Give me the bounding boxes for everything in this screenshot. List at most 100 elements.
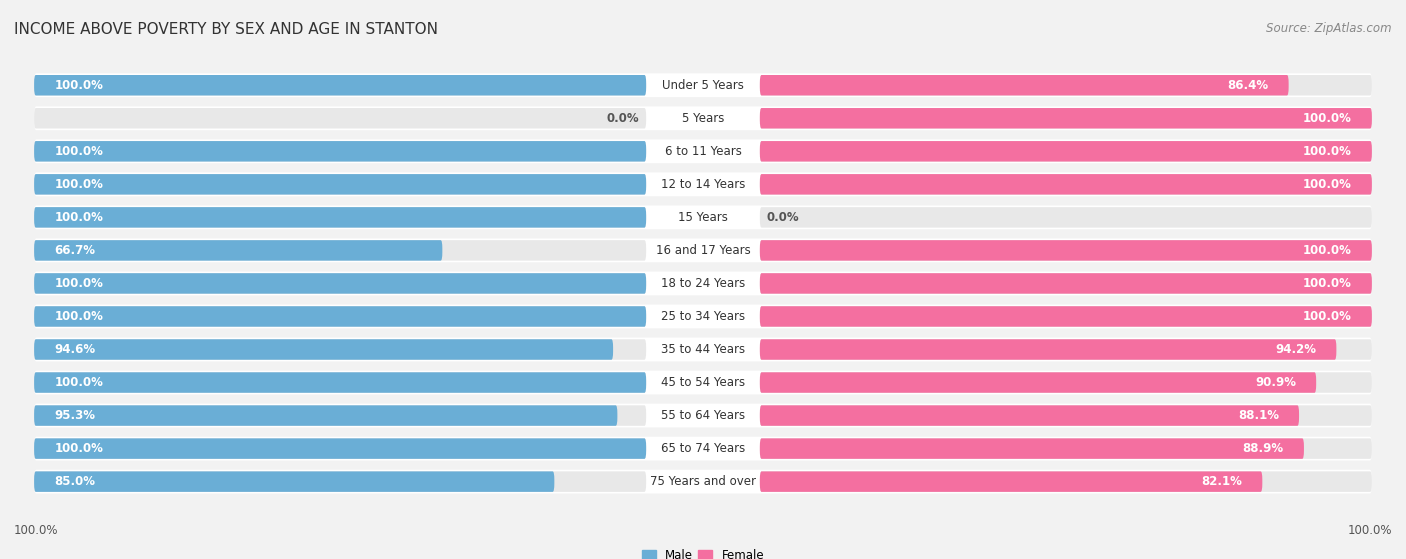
FancyBboxPatch shape [759, 306, 1372, 326]
Text: 66.7%: 66.7% [55, 244, 96, 257]
Text: 100.0%: 100.0% [1303, 277, 1351, 290]
FancyBboxPatch shape [759, 273, 1372, 293]
Text: 100.0%: 100.0% [1303, 178, 1351, 191]
Text: 12 to 14 Years: 12 to 14 Years [661, 178, 745, 191]
Text: 90.9%: 90.9% [1256, 376, 1296, 389]
Text: 86.4%: 86.4% [1227, 79, 1268, 92]
FancyBboxPatch shape [759, 141, 1372, 162]
Text: 18 to 24 Years: 18 to 24 Years [661, 277, 745, 290]
Text: 100.0%: 100.0% [1347, 524, 1392, 537]
FancyBboxPatch shape [759, 75, 1372, 96]
Text: 16 and 17 Years: 16 and 17 Years [655, 244, 751, 257]
FancyBboxPatch shape [759, 240, 1372, 260]
FancyBboxPatch shape [34, 272, 1372, 295]
Text: 100.0%: 100.0% [55, 145, 103, 158]
Text: 88.9%: 88.9% [1243, 442, 1284, 455]
Text: 100.0%: 100.0% [55, 79, 103, 92]
FancyBboxPatch shape [34, 174, 647, 195]
FancyBboxPatch shape [759, 471, 1263, 492]
FancyBboxPatch shape [759, 75, 1289, 96]
FancyBboxPatch shape [759, 372, 1372, 393]
Text: 100.0%: 100.0% [1303, 244, 1351, 257]
Text: 94.2%: 94.2% [1275, 343, 1316, 356]
Text: INCOME ABOVE POVERTY BY SEX AND AGE IN STANTON: INCOME ABOVE POVERTY BY SEX AND AGE IN S… [14, 22, 439, 37]
FancyBboxPatch shape [34, 306, 647, 326]
FancyBboxPatch shape [34, 207, 647, 228]
Text: 5 Years: 5 Years [682, 112, 724, 125]
Text: 65 to 74 Years: 65 to 74 Years [661, 442, 745, 455]
FancyBboxPatch shape [34, 207, 647, 228]
FancyBboxPatch shape [34, 437, 1372, 461]
Text: 55 to 64 Years: 55 to 64 Years [661, 409, 745, 422]
Text: 100.0%: 100.0% [1303, 310, 1351, 323]
FancyBboxPatch shape [34, 438, 647, 459]
Text: 15 Years: 15 Years [678, 211, 728, 224]
FancyBboxPatch shape [759, 372, 1316, 393]
FancyBboxPatch shape [34, 305, 1372, 328]
FancyBboxPatch shape [34, 73, 1372, 97]
FancyBboxPatch shape [34, 240, 443, 260]
FancyBboxPatch shape [34, 239, 1372, 262]
FancyBboxPatch shape [759, 141, 1372, 162]
FancyBboxPatch shape [759, 108, 1372, 129]
FancyBboxPatch shape [34, 338, 1372, 362]
FancyBboxPatch shape [759, 240, 1372, 260]
FancyBboxPatch shape [34, 141, 647, 162]
FancyBboxPatch shape [34, 405, 647, 426]
FancyBboxPatch shape [759, 438, 1372, 459]
FancyBboxPatch shape [34, 75, 647, 96]
Text: 0.0%: 0.0% [766, 211, 799, 224]
FancyBboxPatch shape [34, 405, 617, 426]
FancyBboxPatch shape [34, 75, 647, 96]
Text: 100.0%: 100.0% [55, 178, 103, 191]
Text: Under 5 Years: Under 5 Years [662, 79, 744, 92]
Text: 35 to 44 Years: 35 to 44 Years [661, 343, 745, 356]
Text: 100.0%: 100.0% [55, 376, 103, 389]
Text: 0.0%: 0.0% [607, 112, 640, 125]
FancyBboxPatch shape [34, 372, 647, 393]
FancyBboxPatch shape [34, 404, 1372, 428]
Text: 100.0%: 100.0% [14, 524, 59, 537]
FancyBboxPatch shape [759, 405, 1299, 426]
FancyBboxPatch shape [34, 471, 647, 492]
Text: 100.0%: 100.0% [1303, 145, 1351, 158]
FancyBboxPatch shape [759, 339, 1336, 360]
Text: 82.1%: 82.1% [1201, 475, 1243, 488]
Text: 75 Years and over: 75 Years and over [650, 475, 756, 488]
Text: 100.0%: 100.0% [55, 277, 103, 290]
Legend: Male, Female: Male, Female [637, 544, 769, 559]
FancyBboxPatch shape [34, 339, 647, 360]
FancyBboxPatch shape [34, 139, 1372, 163]
FancyBboxPatch shape [759, 405, 1372, 426]
Text: 100.0%: 100.0% [55, 310, 103, 323]
FancyBboxPatch shape [34, 306, 647, 326]
FancyBboxPatch shape [34, 273, 647, 293]
Text: Source: ZipAtlas.com: Source: ZipAtlas.com [1267, 22, 1392, 35]
FancyBboxPatch shape [759, 471, 1372, 492]
FancyBboxPatch shape [759, 174, 1372, 195]
FancyBboxPatch shape [34, 371, 1372, 395]
Text: 6 to 11 Years: 6 to 11 Years [665, 145, 741, 158]
Text: 95.3%: 95.3% [55, 409, 96, 422]
FancyBboxPatch shape [34, 206, 1372, 229]
Text: 45 to 54 Years: 45 to 54 Years [661, 376, 745, 389]
FancyBboxPatch shape [759, 207, 1372, 228]
FancyBboxPatch shape [34, 471, 554, 492]
FancyBboxPatch shape [759, 438, 1303, 459]
Text: 25 to 34 Years: 25 to 34 Years [661, 310, 745, 323]
FancyBboxPatch shape [34, 372, 647, 393]
FancyBboxPatch shape [759, 108, 1372, 129]
FancyBboxPatch shape [759, 339, 1372, 360]
FancyBboxPatch shape [34, 273, 647, 293]
Text: 85.0%: 85.0% [55, 475, 96, 488]
FancyBboxPatch shape [34, 141, 647, 162]
Text: 94.6%: 94.6% [55, 343, 96, 356]
FancyBboxPatch shape [34, 106, 1372, 130]
FancyBboxPatch shape [759, 306, 1372, 326]
FancyBboxPatch shape [759, 174, 1372, 195]
Text: 88.1%: 88.1% [1237, 409, 1279, 422]
FancyBboxPatch shape [34, 240, 647, 260]
FancyBboxPatch shape [34, 174, 647, 195]
FancyBboxPatch shape [759, 273, 1372, 293]
FancyBboxPatch shape [34, 108, 647, 129]
